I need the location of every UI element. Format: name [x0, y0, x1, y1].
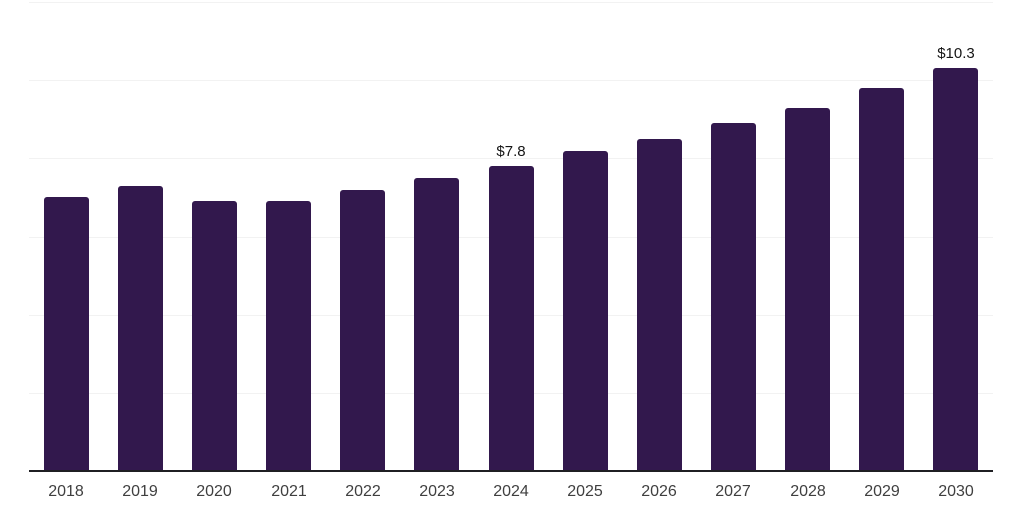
- data-label-2024: $7.8: [496, 143, 526, 160]
- data-label-2030: $10.3: [937, 45, 975, 62]
- x-axis-label-2030: 2030: [938, 483, 974, 500]
- x-axis-label-2021: 2021: [271, 483, 307, 500]
- x-axis-label-2020: 2020: [196, 483, 232, 500]
- x-axis-label-2029: 2029: [864, 483, 900, 500]
- bar-2023: [414, 178, 459, 470]
- gridline-8: [29, 158, 993, 159]
- bar-2022: [340, 190, 385, 470]
- x-axis-label-2028: 2028: [790, 483, 826, 500]
- bar-2025: [563, 151, 608, 470]
- x-axis-line: [29, 470, 993, 472]
- bar-2026: [637, 139, 682, 470]
- bar-2018: [44, 197, 89, 470]
- bar-2024: [489, 166, 534, 470]
- x-axis-label-2019: 2019: [122, 483, 158, 500]
- x-axis-label-2023: 2023: [419, 483, 455, 500]
- x-axis-label-2025: 2025: [567, 483, 603, 500]
- x-axis-label-2026: 2026: [641, 483, 677, 500]
- bar-2029: [859, 88, 904, 470]
- x-axis-label-2024: 2024: [493, 483, 529, 500]
- gridline-10: [29, 80, 993, 81]
- bar-2021: [266, 201, 311, 470]
- bar-2030: [933, 68, 978, 470]
- bar-2027: [711, 123, 756, 470]
- gridline-12: [29, 2, 993, 3]
- bar-2020: [192, 201, 237, 470]
- bar-2028: [785, 108, 830, 470]
- x-axis-label-2018: 2018: [48, 483, 84, 500]
- x-axis-label-2022: 2022: [345, 483, 381, 500]
- x-axis-label-2027: 2027: [715, 483, 751, 500]
- bar-2019: [118, 186, 163, 470]
